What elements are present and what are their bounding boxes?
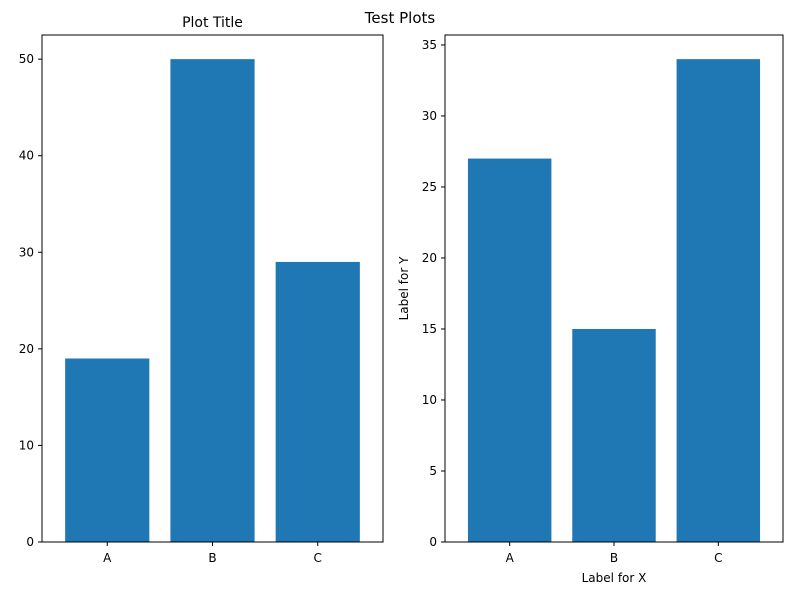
plot-title: Plot Title (182, 15, 243, 31)
bar-B (170, 59, 255, 542)
bar-C (275, 261, 360, 542)
y-tick-label: 20 (19, 342, 34, 356)
y-tick-label: 30 (19, 245, 34, 259)
y-tick-label: 30 (422, 109, 437, 123)
x-axis-label: Label for X (582, 571, 647, 585)
y-tick-label: 15 (422, 322, 437, 336)
y-tick-label: 10 (19, 438, 34, 452)
y-tick-label: 20 (422, 251, 437, 265)
bar-A (65, 358, 150, 542)
y-tick-label: 0 (429, 535, 437, 549)
x-tick-label: A (103, 551, 112, 565)
subplot-1: A B C 0 10 20 30 40 50 Plot Title (19, 15, 384, 565)
bar-A (467, 158, 552, 543)
subplot-2: A B C 0 5 10 15 20 25 30 35 Label for X Label for Y (397, 34, 784, 585)
bar-C (676, 59, 761, 542)
x-tick-label: C (314, 551, 322, 565)
x-tick-label: B (208, 551, 216, 565)
x-tick-label: B (610, 551, 618, 565)
x-tick-label: C (714, 551, 722, 565)
y-tick-label: 0 (26, 535, 34, 549)
figure-suptitle: Test Plots (364, 9, 436, 27)
y-tick-label: 35 (422, 38, 437, 52)
y-axis-label: Label for Y (397, 256, 411, 321)
y-tick-label: 10 (422, 393, 437, 407)
y-tick-label: 25 (422, 180, 437, 194)
y-tick-label: 50 (19, 52, 34, 66)
bar-B (572, 328, 656, 542)
x-tick-label: A (506, 551, 515, 565)
y-tick-label: 40 (19, 149, 34, 163)
y-tick-label: 5 (429, 464, 437, 478)
